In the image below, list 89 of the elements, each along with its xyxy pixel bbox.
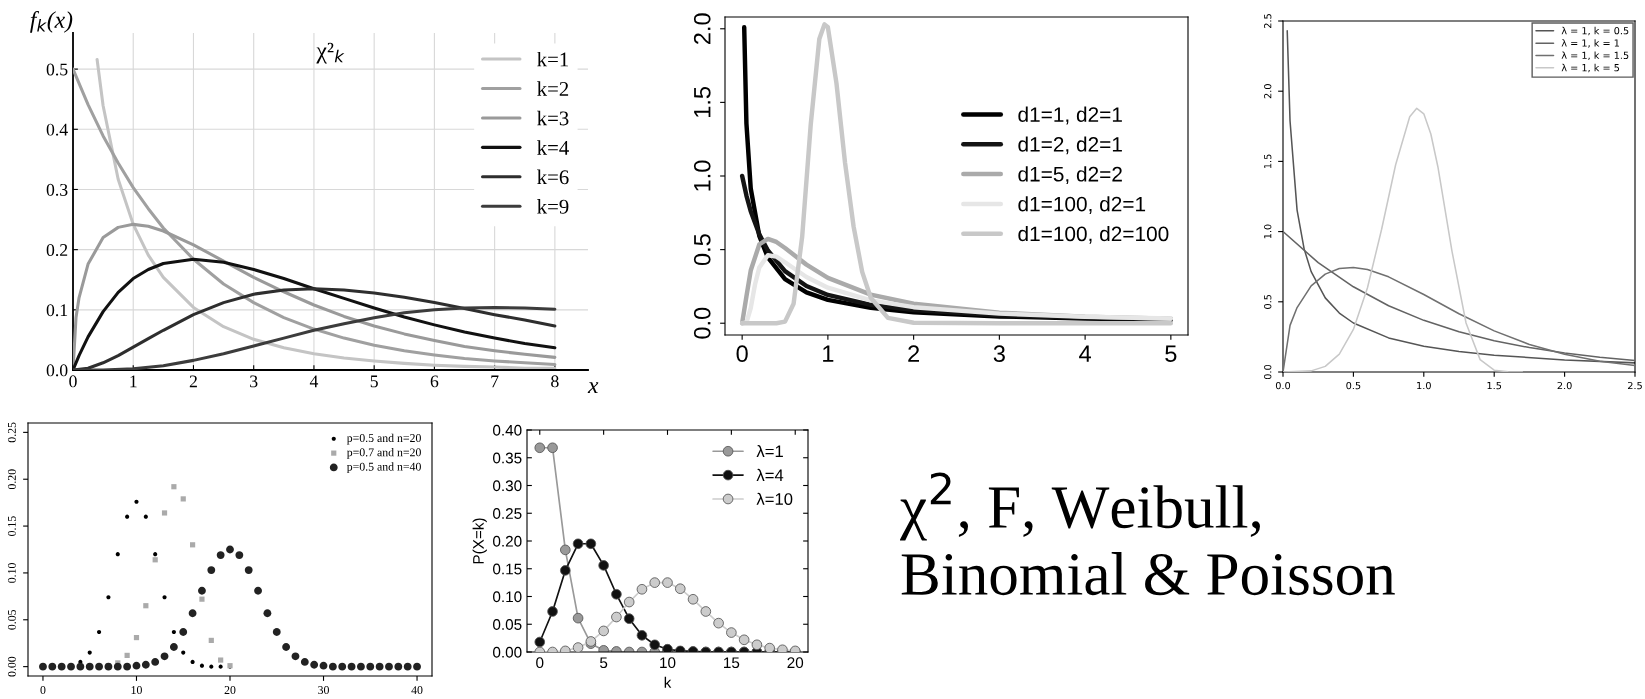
y-tick-label: 0.0: [46, 364, 68, 377]
legend-label: d1=5, d2=2: [1018, 166, 1122, 185]
x-tick-label: 3: [993, 345, 1005, 363]
y-tick-label: 0.35: [493, 452, 522, 464]
x-tick-label: 7: [491, 375, 499, 388]
x-tick-label: 5: [1165, 345, 1177, 363]
y-tick-label: 0.20: [493, 535, 522, 547]
x-tick-label: 30: [318, 686, 329, 695]
x-tick-label: 6: [430, 375, 439, 388]
legend-label: λ=4: [756, 468, 784, 481]
legend-label: d1=2, d2=1: [1018, 136, 1122, 155]
x-tick-label: 15: [724, 657, 740, 669]
y-tick-label: 0.00: [493, 646, 522, 658]
y-tick-label: 0.4: [46, 123, 68, 136]
x-tick-label: 20: [224, 686, 236, 695]
y-tick-label: 0.25: [7, 422, 16, 443]
x-axis-title: k: [664, 676, 672, 688]
y-tick-label: 0.0: [693, 307, 711, 339]
legend-label: d1=100, d2=1: [1018, 196, 1146, 214]
y-tick-label: 0.10: [7, 563, 16, 583]
x-tick-label: 0: [69, 375, 77, 388]
x-tick-label: 20: [787, 657, 804, 669]
x-tick-label: 0: [536, 657, 544, 669]
x-tick-label: 0.5: [1346, 381, 1361, 390]
y-tick-label: 1.0: [1264, 224, 1272, 239]
legend-label: λ=10: [756, 492, 793, 505]
chart-title: χ²$_{k}$: [316, 42, 345, 64]
legend-label: p=0.5 and n=40: [346, 462, 421, 474]
y-tick-label: 0.00: [7, 656, 16, 677]
legend-label: k=2: [537, 81, 569, 96]
legend-label: λ = 1, k = 1.5: [1561, 51, 1629, 60]
y-tick-label: 0.2: [46, 244, 68, 257]
y-tick-label: 0.05: [7, 609, 16, 630]
y-tick-label: 0.15: [493, 563, 522, 575]
x-tick-label: 2: [189, 375, 197, 388]
x-axis-title: x: [587, 382, 599, 394]
y-tick-label: 0.30: [493, 480, 522, 492]
legend-label: p=0.7 and n=20: [346, 448, 421, 459]
y-tick-label: 0.5: [693, 234, 711, 266]
y-tick-label: 0.10: [493, 591, 522, 603]
y-tick-label: 2.0: [693, 13, 711, 44]
y-tick-label: 2.0: [1264, 84, 1272, 99]
legend-label: k=4: [537, 140, 569, 155]
y-tick-label: 0.1: [46, 304, 68, 317]
x-tick-label: 0.0: [1275, 381, 1291, 390]
legend-label: λ = 1, k = 5: [1561, 63, 1620, 73]
x-tick-label: 1.0: [1417, 381, 1431, 390]
y-tick-label: 0.40: [493, 424, 522, 436]
x-tick-label: 40: [411, 686, 423, 695]
y-tick-label: 0.20: [7, 469, 16, 490]
x-tick-label: 1: [130, 375, 137, 388]
x-tick-label: 0: [736, 345, 748, 363]
legend-label: k=1: [537, 51, 568, 67]
legend-label: λ=1: [756, 445, 783, 458]
legend-label: d1=100, d2=100: [1018, 225, 1169, 244]
legend-label: λ = 1, k = 1: [1561, 39, 1619, 48]
x-tick-label: 0: [40, 686, 46, 695]
y-axis-title: P(X=k): [472, 518, 487, 564]
legend-label: λ = 1, k = 0.5: [1561, 26, 1629, 36]
x-tick-label: 10: [660, 657, 676, 669]
x-tick-label: 1.5: [1487, 382, 1502, 390]
y-tick-label: 0.5: [46, 63, 68, 76]
y-axis-title: f$_{k}$(x): [30, 11, 73, 33]
x-tick-label: 2.0: [1557, 381, 1572, 390]
x-tick-label: 10: [131, 686, 142, 695]
y-tick-label: 0.15: [7, 516, 16, 536]
x-tick-label: 4: [1079, 345, 1091, 362]
legend-label: d1=1, d2=1: [1018, 106, 1122, 125]
y-tick-label: 1.5: [694, 86, 711, 117]
y-tick-label: 0.5: [1264, 294, 1272, 309]
x-tick-label: 2.5: [1627, 381, 1642, 390]
x-tick-label: 1: [823, 345, 834, 362]
x-tick-label: 5: [370, 375, 378, 388]
y-tick-label: 1.5: [1264, 154, 1272, 169]
x-tick-label: 8: [551, 375, 559, 388]
legend-label: p=0.5 and n=20: [346, 433, 421, 445]
y-tick-label: 0.3: [46, 183, 68, 196]
y-tick-label: 2.5: [1264, 14, 1272, 29]
text: χ$^{2}$, F, Weibull, Binomial & Poisson: [899, 472, 1395, 596]
legend-label: k=9: [537, 199, 569, 214]
x-tick-label: 4: [309, 375, 319, 388]
y-tick-label: 0.25: [493, 508, 522, 519]
x-tick-label: 2: [908, 345, 920, 362]
legend-label: k=3: [537, 110, 569, 126]
x-tick-label: 3: [250, 375, 258, 388]
x-tick-label: 5: [600, 657, 608, 669]
legend-label: k=6: [537, 169, 569, 185]
y-tick-label: 0.05: [493, 619, 522, 630]
y-tick-label: 1.0: [693, 160, 711, 191]
